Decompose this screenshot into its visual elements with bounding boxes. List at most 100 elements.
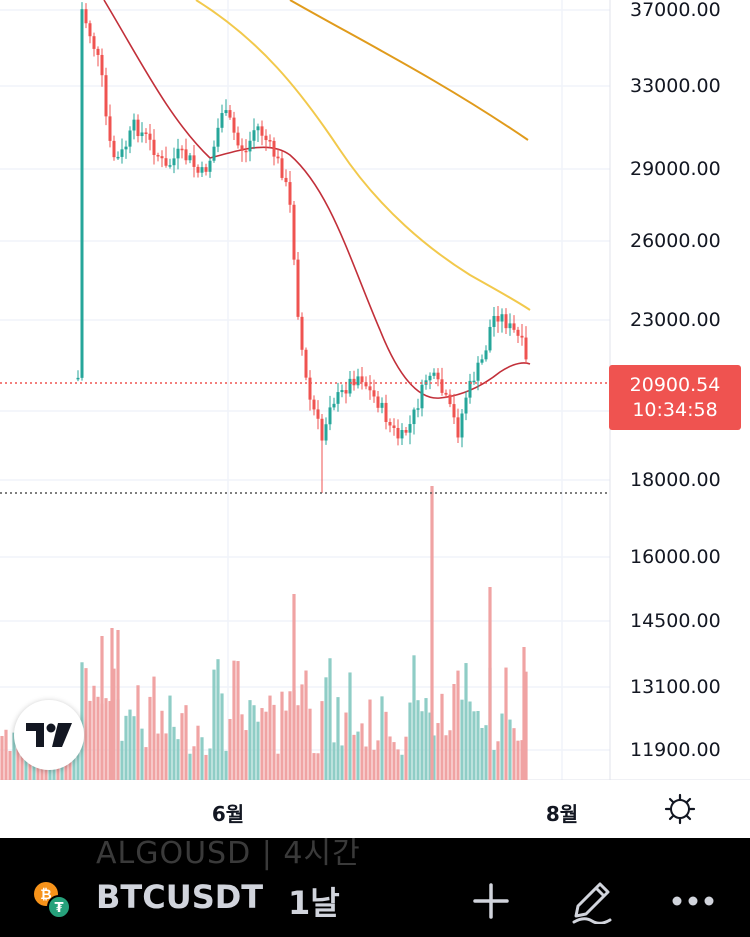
candle-body — [416, 408, 420, 410]
candle-countdown: 10:34:58 — [632, 398, 718, 421]
candle-body — [436, 372, 440, 380]
candle-body — [440, 379, 444, 393]
volume-bar — [352, 734, 356, 780]
volume-bar — [196, 725, 200, 780]
candle-body — [84, 9, 88, 24]
volume-bar — [128, 709, 132, 780]
time-label-june: 6월 — [211, 802, 245, 826]
candle-body — [172, 158, 176, 166]
candle-body — [472, 380, 476, 383]
price-tick-label: 23000.00 — [630, 309, 721, 331]
candle-body — [264, 135, 268, 141]
chart-area[interactable]: 37000.00 33000.00 29000.00 26000.00 23000.00… — [0, 0, 750, 780]
candle-body — [284, 177, 288, 183]
candle-body — [240, 145, 244, 151]
more-button[interactable] — [668, 876, 718, 926]
time-label-august: 8월 — [545, 802, 579, 826]
candle-body — [368, 386, 372, 391]
price-tick-label: 16000.00 — [630, 546, 721, 568]
volume-bar — [240, 714, 244, 780]
price-tick-label: 37000.00 — [630, 0, 721, 21]
volume-bar — [252, 705, 256, 780]
volume-bar — [268, 695, 272, 780]
candle-body — [352, 378, 356, 386]
candle-body — [180, 148, 184, 151]
volume-bar — [416, 700, 420, 780]
volume-bar — [184, 705, 188, 780]
volume-bar — [448, 730, 452, 780]
candle-body — [288, 182, 292, 205]
volume-bar — [176, 739, 180, 780]
more-dots-icon — [672, 896, 714, 906]
price-tick-label: 18000.00 — [630, 469, 721, 491]
candle-body — [220, 113, 224, 128]
candlestick-chart[interactable] — [0, 0, 750, 780]
volume-bar — [440, 693, 444, 780]
candle-body — [144, 132, 148, 134]
volume-bar — [364, 746, 368, 780]
candle-body — [100, 54, 104, 76]
volume-bar — [232, 660, 236, 780]
volume-bar — [412, 655, 416, 780]
volume-bar — [404, 736, 408, 780]
candle-body — [224, 110, 228, 114]
volume-bar — [444, 735, 448, 780]
candle-body — [208, 160, 212, 172]
volume-bar — [280, 691, 284, 780]
candle-body — [204, 167, 208, 172]
volume-bar — [28, 754, 32, 780]
volume-bar — [488, 587, 492, 780]
volume-bar — [516, 740, 520, 780]
candle-body — [464, 397, 468, 414]
volume-bar — [456, 670, 460, 780]
pencil-icon — [572, 882, 612, 924]
volume-bar — [324, 677, 328, 780]
tradingview-logo[interactable] — [14, 700, 84, 770]
candle-body — [112, 140, 116, 158]
price-tick-label: 29000.00 — [630, 158, 721, 180]
candle-body — [500, 314, 504, 322]
volume-bar — [96, 696, 100, 780]
volume-bar — [204, 754, 208, 780]
volume-bar — [492, 749, 496, 780]
candle-body — [92, 36, 96, 49]
candle-body — [392, 425, 396, 428]
volume-bar — [432, 735, 436, 780]
volume-bar — [396, 749, 400, 780]
add-button[interactable] — [466, 876, 516, 926]
candle-body — [304, 349, 308, 378]
interval-selector[interactable]: 1날 — [288, 884, 340, 922]
candle-body — [292, 204, 296, 260]
symbol-name[interactable]: BTCUSDT — [96, 878, 264, 916]
candle-body — [296, 259, 300, 317]
candle-body — [456, 417, 460, 438]
candle-body — [508, 323, 512, 329]
volume-bar — [68, 751, 72, 780]
candle-body — [340, 390, 344, 393]
moving-average-long — [289, 0, 529, 141]
volume-bar — [256, 721, 260, 780]
candle-body — [136, 119, 140, 137]
volume-bar — [188, 753, 192, 780]
candle-body — [188, 155, 192, 161]
volume-bar — [328, 658, 332, 780]
candle-body — [156, 154, 160, 157]
volume-bar — [72, 739, 76, 780]
candle-body — [168, 165, 172, 167]
volume-bar — [408, 702, 412, 780]
candle-body — [268, 140, 272, 142]
volume-bar — [468, 701, 472, 780]
candle-body — [152, 139, 156, 155]
moving-average-short — [103, 0, 531, 399]
candle-body — [520, 335, 524, 338]
candle-body — [316, 409, 320, 419]
candle-body — [196, 166, 200, 173]
candle-body — [468, 380, 472, 398]
drawing-tools-button[interactable] — [568, 876, 618, 926]
plus-icon — [473, 883, 509, 919]
price-tick-label: 14500.00 — [630, 610, 721, 632]
chart-settings-button[interactable] — [610, 780, 750, 838]
candle-body — [332, 403, 336, 408]
volume-bar — [420, 711, 424, 780]
time-axis[interactable]: 6월 8월 — [0, 780, 610, 838]
